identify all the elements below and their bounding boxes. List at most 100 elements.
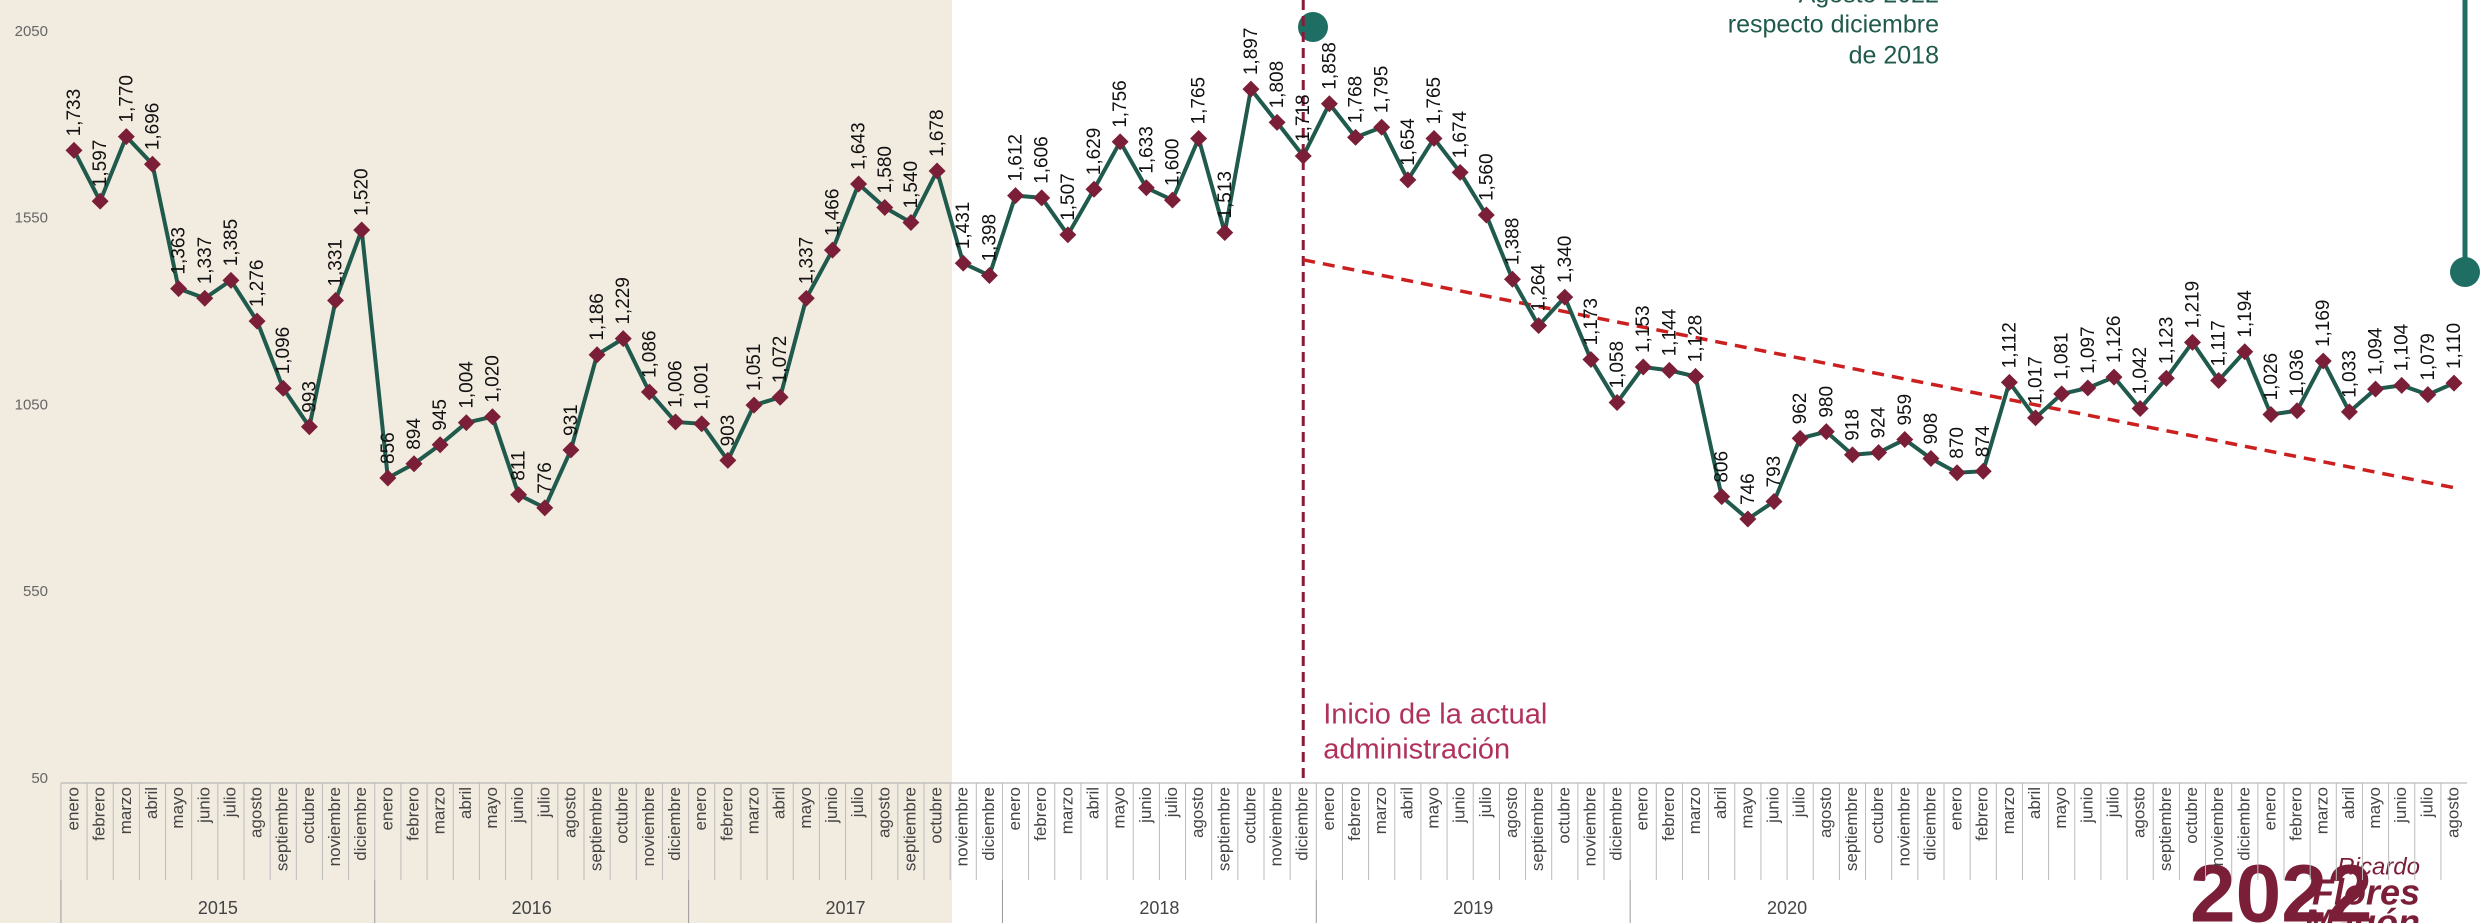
year-label: 2016 bbox=[512, 898, 552, 918]
x-tick-label: julio bbox=[2103, 787, 2122, 818]
x-tick-label: febrero bbox=[2287, 787, 2306, 841]
data-label: 1,026 bbox=[2261, 353, 2282, 401]
data-label: 1,520 bbox=[352, 168, 373, 216]
year-label: 2018 bbox=[1139, 898, 1179, 918]
x-tick-label: septiembre bbox=[273, 787, 292, 871]
x-tick-label: octubre bbox=[2182, 787, 2201, 844]
data-label: 1,337 bbox=[195, 237, 216, 285]
data-label: 993 bbox=[299, 381, 320, 413]
x-tick-label: febrero bbox=[1659, 787, 1678, 841]
data-label: 1,001 bbox=[692, 362, 713, 410]
data-label: 1,612 bbox=[1006, 134, 1027, 182]
data-point bbox=[510, 486, 528, 504]
x-tick-label: noviembre bbox=[2208, 787, 2227, 866]
data-point bbox=[902, 213, 920, 231]
data-label: 1,017 bbox=[2026, 356, 2047, 404]
y-tick-label: 1050 bbox=[15, 396, 48, 413]
data-label: 1,540 bbox=[901, 161, 922, 209]
data-label: 1,331 bbox=[326, 239, 347, 287]
data-point bbox=[222, 271, 240, 289]
data-point bbox=[483, 408, 501, 426]
data-label: 1,560 bbox=[1476, 153, 1497, 201]
admin-start-label: administración bbox=[1323, 734, 1510, 766]
x-tick-label: febrero bbox=[403, 787, 422, 841]
data-label: 1,597 bbox=[90, 140, 111, 188]
data-point bbox=[2079, 379, 2097, 397]
trend-line bbox=[1302, 258, 2455, 490]
admin-start-label: Inicio de la actual bbox=[1323, 699, 1547, 731]
data-label: 1,110 bbox=[2444, 323, 2465, 369]
x-tick-label: abril bbox=[1083, 787, 1102, 819]
data-label: 980 bbox=[1816, 386, 1837, 418]
data-point bbox=[693, 415, 711, 433]
data-label: 1,580 bbox=[875, 146, 896, 194]
x-tick-label: agosto bbox=[560, 787, 579, 838]
x-tick-label: mayo bbox=[1423, 787, 1442, 829]
x-tick-label: enero bbox=[1947, 787, 1966, 830]
x-tick-label: mayo bbox=[1110, 787, 1129, 829]
x-tick-label: marzo bbox=[1999, 787, 2018, 834]
data-point bbox=[327, 292, 345, 310]
data-label: 1,808 bbox=[1267, 61, 1288, 109]
data-label: 1,466 bbox=[822, 189, 843, 237]
x-tick-label: enero bbox=[1319, 787, 1338, 830]
data-label: 1,897 bbox=[1241, 28, 1262, 76]
data-label: 1,194 bbox=[2235, 290, 2256, 338]
x-tick-label: junio bbox=[508, 787, 527, 824]
x-tick-label: julio bbox=[1476, 787, 1495, 818]
x-tick-label: agosto bbox=[1502, 787, 1521, 838]
data-label: 1,388 bbox=[1502, 218, 1523, 266]
x-tick-label: diciembre bbox=[1293, 787, 1312, 861]
data-label: 1,036 bbox=[2287, 349, 2308, 397]
data-label: 1,633 bbox=[1136, 126, 1157, 174]
x-tick-label: agosto bbox=[247, 787, 266, 838]
data-point bbox=[405, 455, 423, 473]
x-tick-label: marzo bbox=[1371, 787, 1390, 834]
data-label: 931 bbox=[561, 404, 582, 436]
x-tick-label: octubre bbox=[1868, 787, 1887, 844]
data-label: 1,058 bbox=[1607, 341, 1628, 389]
data-label: 1,004 bbox=[456, 361, 477, 409]
data-label: 1,104 bbox=[2392, 323, 2413, 371]
x-tick-label: diciembre bbox=[351, 787, 370, 861]
data-point bbox=[1163, 191, 1181, 209]
data-label: 1,765 bbox=[1424, 77, 1445, 125]
data-label: 806 bbox=[1712, 451, 1733, 483]
data-label: 1,340 bbox=[1555, 236, 1576, 284]
x-tick-label: diciembre bbox=[2234, 787, 2253, 861]
data-point bbox=[1974, 462, 1992, 480]
data-point bbox=[2314, 352, 2332, 370]
data-label: 1,173 bbox=[1581, 298, 1602, 346]
data-point bbox=[667, 413, 685, 431]
data-label: 1,606 bbox=[1032, 136, 1053, 184]
data-point bbox=[1739, 510, 1757, 528]
year-label: 2019 bbox=[1453, 898, 1493, 918]
data-label: 1,072 bbox=[770, 336, 791, 384]
data-label: 1,117 bbox=[2209, 320, 2230, 366]
data-label: 746 bbox=[1738, 473, 1759, 505]
x-tick-label: enero bbox=[2260, 787, 2279, 830]
x-tick-label: marzo bbox=[1685, 787, 1704, 834]
data-point bbox=[2445, 374, 2463, 392]
x-tick-label: mayo bbox=[796, 787, 815, 829]
logo-name: Ricardo bbox=[2337, 853, 2420, 880]
year-label: 2020 bbox=[1767, 898, 1807, 918]
x-tick-label: marzo bbox=[1057, 787, 1076, 834]
data-label: 1,643 bbox=[849, 122, 870, 170]
data-point bbox=[91, 192, 109, 210]
x-tick-label: septiembre bbox=[1842, 787, 1861, 871]
x-tick-label: agosto bbox=[1816, 787, 1835, 838]
data-label: 1,123 bbox=[2156, 317, 2177, 365]
data-point bbox=[850, 175, 868, 193]
x-tick-label: marzo bbox=[430, 787, 449, 834]
data-label: 924 bbox=[1869, 406, 1890, 438]
data-point bbox=[719, 451, 737, 469]
x-tick-label: septiembre bbox=[587, 787, 606, 871]
x-tick-label: febrero bbox=[1031, 787, 1050, 841]
x-tick-label: junio bbox=[1136, 787, 1155, 824]
data-point bbox=[797, 289, 815, 307]
data-label: 870 bbox=[1947, 427, 1968, 459]
x-tick-label: diciembre bbox=[1920, 787, 1939, 861]
data-point bbox=[2419, 386, 2437, 404]
x-tick-label: abril bbox=[1711, 787, 1730, 819]
